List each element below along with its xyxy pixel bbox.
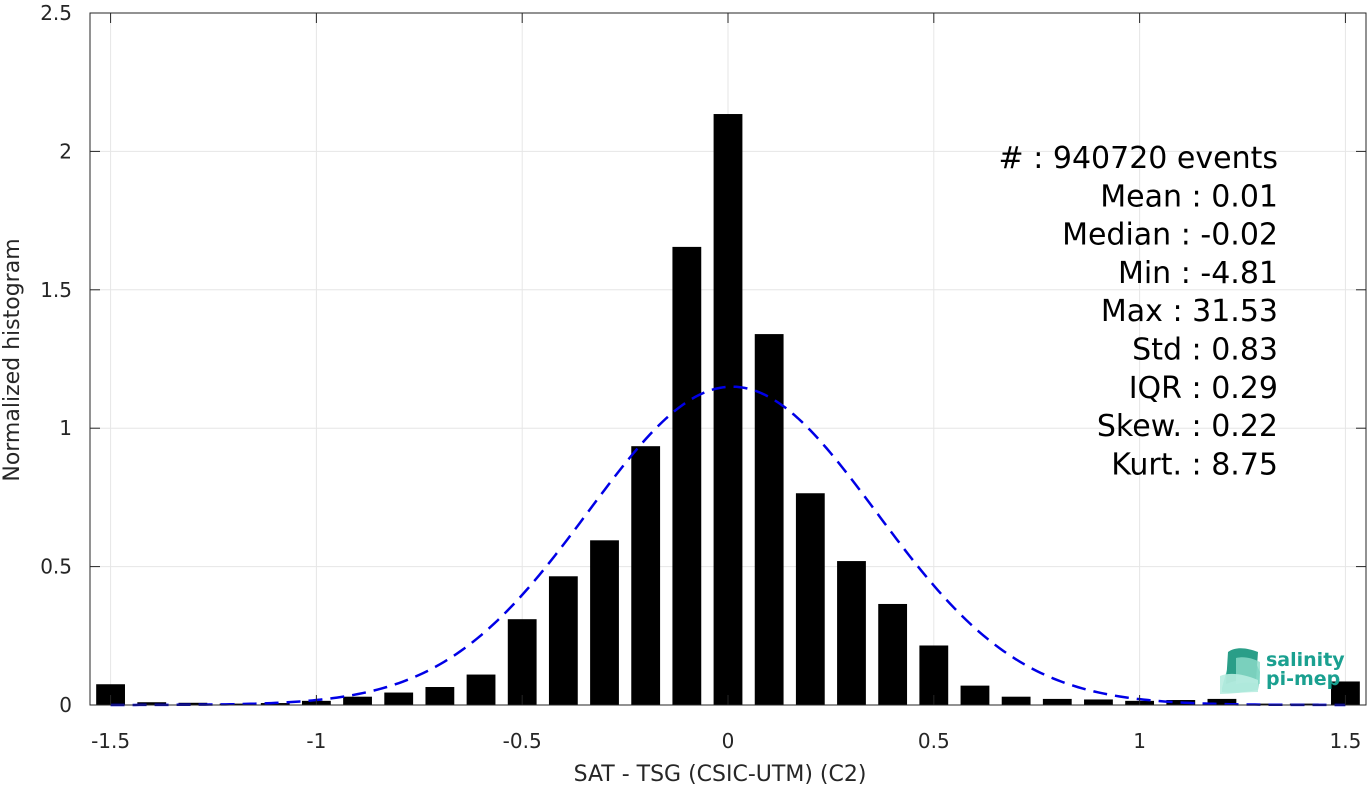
histogram-bar: [754, 334, 784, 705]
histogram-bar: [672, 246, 702, 705]
histogram-bar: [384, 692, 414, 705]
histogram-bar: [878, 603, 908, 705]
x-tick-label: 0.5: [918, 729, 950, 753]
histogram-bar: [960, 685, 990, 705]
histogram-bar: [713, 114, 743, 706]
histogram-bar: [631, 446, 661, 705]
histogram-bar: [178, 702, 208, 705]
stat-line: # : 940720 events: [999, 141, 1278, 176]
stat-line: Mean : 0.01: [1100, 179, 1278, 214]
y-tick-label: 0: [59, 693, 72, 717]
stat-line: Median : -0.02: [1062, 218, 1278, 253]
histogram-bar: [1001, 696, 1031, 705]
histogram-bar: [425, 687, 455, 705]
stat-line: Kurt. : 8.75: [1111, 447, 1278, 482]
logo-wave-icon: [1220, 648, 1260, 694]
logo-text-line1: salinity: [1266, 649, 1345, 671]
histogram-bar: [466, 674, 496, 705]
y-tick-label: 0.5: [40, 555, 72, 579]
salinity-pi-mep-logo: salinity pi-mep: [1220, 648, 1345, 694]
histogram-bar: [1042, 698, 1072, 705]
histogram-bar: [343, 696, 372, 705]
stat-line: Skew. : 0.22: [1097, 409, 1278, 444]
histogram-bar: [1084, 699, 1113, 705]
stat-line: Std : 0.83: [1132, 333, 1278, 368]
histogram-bar: [1248, 703, 1278, 705]
x-tick-label: -1.5: [91, 729, 130, 753]
histogram-bar: [96, 684, 125, 705]
histogram-bar: [507, 619, 537, 705]
histogram-bar: [548, 576, 578, 705]
histogram-bar: [795, 493, 825, 705]
x-axis-ticks: -1.5 -1 -0.5 0 0.5 1 1.5: [91, 13, 1361, 753]
y-tick-label: 2: [59, 139, 72, 163]
y-axis-ticks: 0 0.5 1 1.5 2 2.5: [40, 1, 1366, 717]
histogram-bar: [590, 540, 619, 705]
stat-line: Min : -4.81: [1118, 256, 1278, 291]
histogram-bars: [96, 114, 1360, 706]
histogram-bar: [1331, 681, 1360, 705]
y-tick-label: 1.5: [40, 278, 72, 302]
y-tick-label: 1: [59, 416, 72, 440]
x-tick-label: -0.5: [503, 729, 542, 753]
x-tick-label: 0: [722, 729, 735, 753]
x-tick-label: -1: [306, 729, 326, 753]
y-tick-label: 2.5: [40, 1, 72, 25]
x-tick-label: 1.5: [1330, 729, 1362, 753]
histogram-bar: [1207, 698, 1237, 705]
stat-line: IQR : 0.29: [1129, 371, 1278, 406]
logo-text-line2: pi-mep: [1266, 668, 1340, 690]
histogram-bar: [837, 561, 866, 705]
x-tick-label: 1: [1133, 729, 1146, 753]
stat-line: Max : 31.53: [1101, 294, 1278, 329]
y-axis-label: Normalized histogram: [0, 238, 25, 481]
x-axis-label: SAT - TSG (CSIC-UTM) (C2): [574, 762, 867, 785]
histogram-bar: [137, 702, 167, 705]
